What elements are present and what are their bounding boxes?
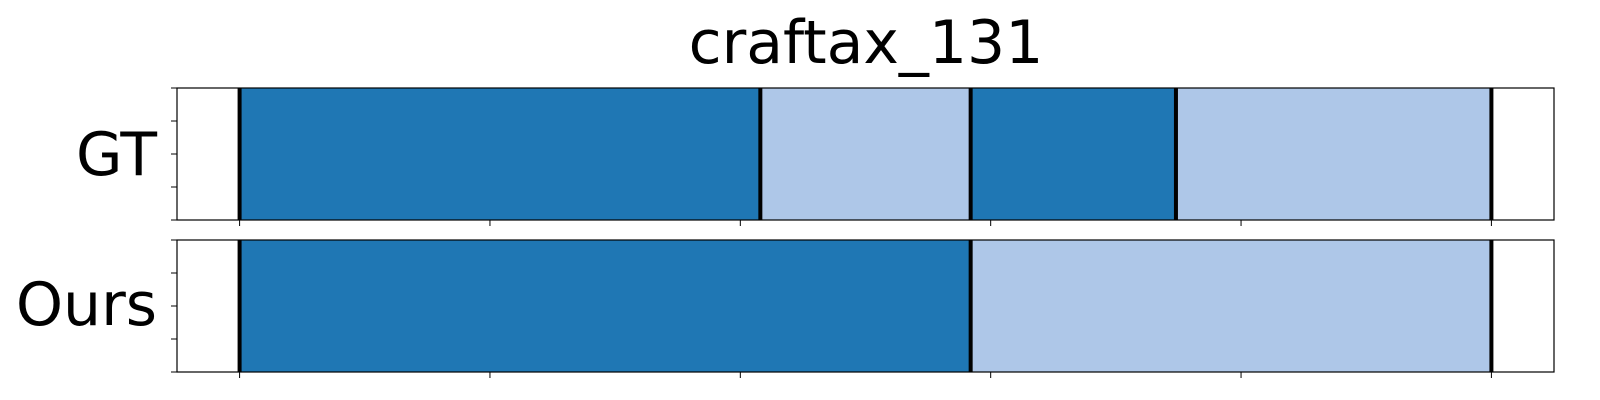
gt-segment-1 bbox=[239, 88, 761, 220]
gt-row-label: GT bbox=[76, 120, 157, 190]
gt-segment-2 bbox=[760, 88, 971, 220]
gt-segment-3 bbox=[970, 88, 1176, 220]
ours-segment-2 bbox=[970, 240, 1492, 372]
ours-row-label: Ours bbox=[16, 270, 157, 340]
ours-segment-1 bbox=[239, 240, 971, 372]
gt-panel: GT bbox=[76, 87, 1555, 226]
ours-panel: Ours bbox=[16, 239, 1555, 378]
chart-title: craftax_131 bbox=[689, 8, 1044, 78]
gt-segment-4 bbox=[1175, 88, 1492, 220]
